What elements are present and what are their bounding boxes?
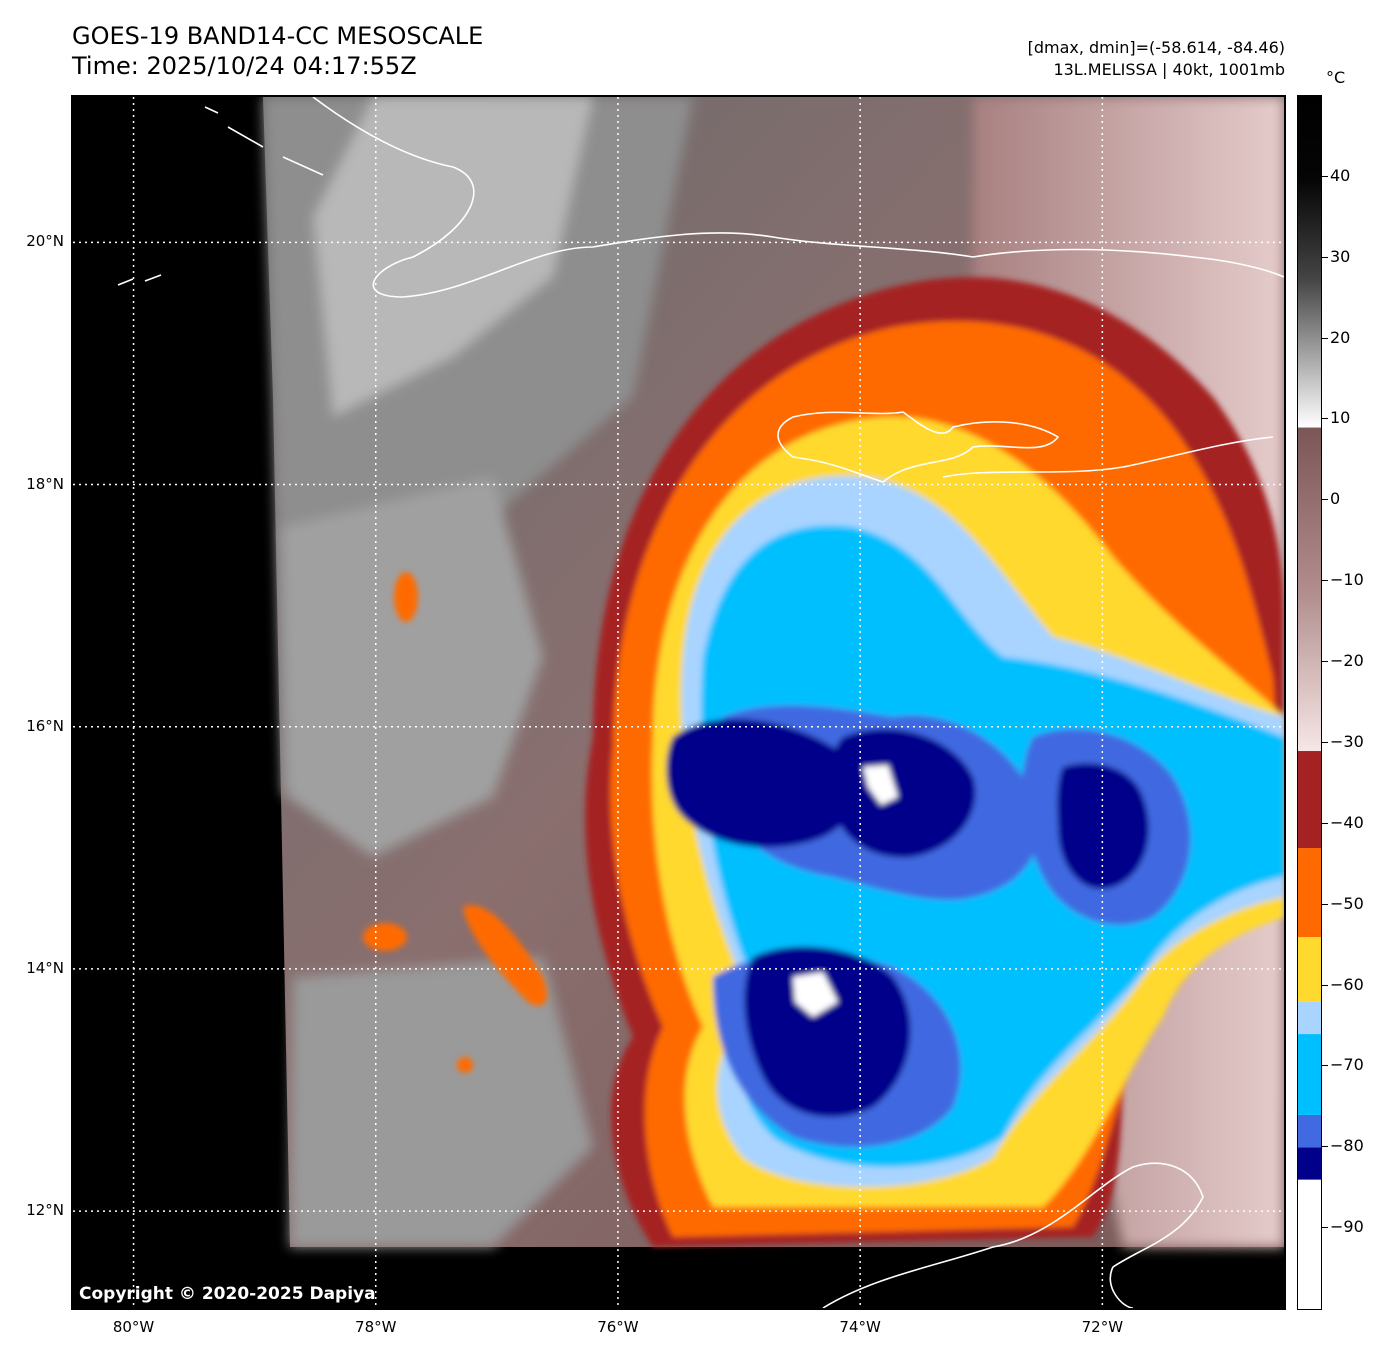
core-center: [831, 729, 976, 858]
lon-tick-label: 78°W: [355, 1318, 397, 1336]
colorbar-unit: °C: [1326, 68, 1346, 87]
lon-tick-label: 80°W: [112, 1318, 155, 1336]
colorbar-tick-mark: [1322, 1065, 1328, 1067]
colorbar-band: [1298, 937, 1321, 1002]
low-cloud-southwest: [290, 957, 593, 1247]
colorbar-tick-mark: [1322, 1227, 1328, 1229]
lat-tick-label: 18°N: [26, 474, 64, 493]
coldest-spot-center: [863, 765, 898, 805]
core-south: [744, 946, 911, 1117]
colorbar-tick-label: 40: [1330, 165, 1351, 185]
colorbar-bands: [1298, 96, 1321, 1309]
colorbar-tick-label: 10: [1330, 408, 1351, 428]
lat-tick-label: 14°N: [26, 958, 64, 977]
colorbar-tick-mark: [1322, 1146, 1328, 1148]
lon-tick-label: 74°W: [839, 1318, 881, 1336]
colorbar-tick-mark: [1322, 337, 1328, 339]
colorbar-band: [1298, 751, 1321, 849]
dmax-dmin-readout: [dmax, dmin]=(-58.614, -84.46): [1027, 38, 1285, 57]
colorbar-tick-mark: [1322, 903, 1328, 905]
colorbar-tick-mark: [1322, 580, 1328, 582]
colorbar-band: [1298, 1179, 1321, 1309]
eastern-cirrus: [973, 97, 1284, 1247]
colorbar-tick-label: 20: [1330, 327, 1351, 347]
satellite-map: Copyright © 2020-2025 Dapiya: [71, 95, 1286, 1310]
cell-southwest: [363, 923, 407, 951]
copyright-notice: Copyright © 2020-2025 Dapiya: [79, 1284, 376, 1304]
colorbar-tick-mark: [1322, 741, 1328, 743]
colorbar-tick-mark: [1322, 661, 1328, 663]
cell-small: [457, 1057, 473, 1073]
colorbar-band: [1298, 1114, 1321, 1148]
lat-tick-label: 12°N: [26, 1201, 64, 1220]
chart-time: Time: 2025/10/24 04:17:55Z: [72, 52, 417, 80]
colorbar-scale: [1298, 96, 1321, 1309]
colorbar: [1297, 95, 1322, 1310]
colorbar-tick-mark: [1322, 984, 1328, 986]
colorbar-tick-label: −30: [1330, 731, 1364, 751]
lon-tick-label: 76°W: [597, 1318, 639, 1336]
core-west: [666, 718, 859, 848]
colorbar-band: [1298, 1147, 1321, 1180]
satellite-imagery: [73, 97, 1284, 1308]
storm-info: 13L.MELISSA | 40kt, 1001mb: [1053, 60, 1285, 79]
south-hispaniola-coast: [942, 436, 1274, 478]
south-america-coast: [822, 1162, 1204, 1308]
cell-band: [463, 905, 548, 1006]
colorbar-tick-label: −80: [1330, 1136, 1364, 1156]
coldest-spot-south: [793, 972, 838, 1017]
cell-north: [394, 572, 418, 622]
colorbar-tick-label: −20: [1330, 651, 1364, 671]
colorbar-warm-tint: [1298, 427, 1321, 752]
coastlines: [117, 97, 1284, 1308]
cuba-warm-cloud: [313, 97, 593, 417]
low-cloud-west: [283, 477, 543, 857]
colorbar-tick-mark: [1322, 256, 1328, 258]
colorbar-tick-mark: [1322, 175, 1328, 177]
colorbar-tick-label: −50: [1330, 893, 1364, 913]
chart-title: GOES-19 BAND14-CC MESOSCALE: [72, 22, 484, 50]
colorbar-tick-label: −70: [1330, 1055, 1364, 1075]
lat-tick-label: 16°N: [26, 716, 64, 735]
cuba-coast: [312, 97, 1284, 298]
colorbar-tick-label: −90: [1330, 1217, 1364, 1237]
colorbar-tick-mark: [1322, 822, 1328, 824]
colorbar-tick-label: 30: [1330, 246, 1351, 266]
jamaica-hispaniola-coast: [777, 411, 1060, 483]
colorbar-tick-label: −60: [1330, 974, 1364, 994]
colorbar-band: [1298, 1001, 1321, 1035]
colorbar-tick-mark: [1322, 418, 1328, 420]
convective-cells: [363, 572, 548, 1073]
gridlines: [73, 97, 1284, 1308]
colorbar-tick-mark: [1322, 499, 1328, 501]
lat-tick-label: 20°N: [26, 232, 64, 251]
colorbar-band: [1298, 848, 1321, 938]
colorbar-band: [1298, 1034, 1321, 1115]
storm-cloud-shield: [585, 277, 1284, 1247]
colorbar-tick-label: −40: [1330, 812, 1364, 832]
colorbar-tick-label: 0: [1330, 489, 1341, 509]
colorbar-tick-label: −10: [1330, 570, 1364, 590]
cayman-islands: [117, 274, 162, 286]
lon-tick-label: 72°W: [1081, 1318, 1124, 1336]
isle-of-youth: [204, 106, 324, 176]
core-east: [1057, 763, 1149, 889]
colorbar-grayscale: [1298, 96, 1321, 428]
